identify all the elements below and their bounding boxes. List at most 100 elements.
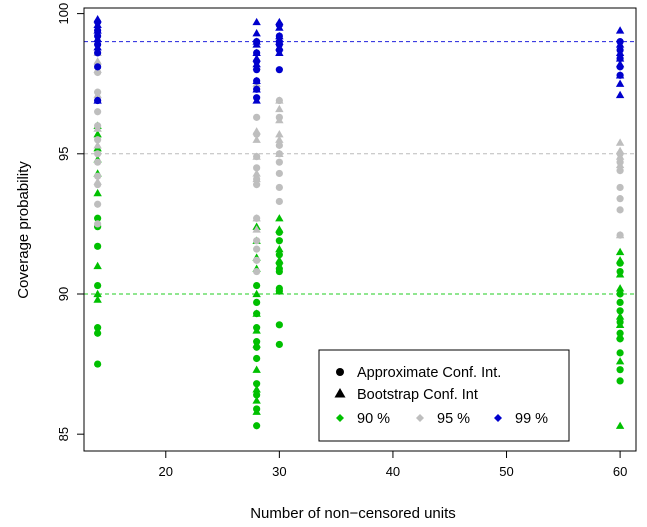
point-bootstrap-90 (93, 188, 102, 197)
y-tick-label: 95 (56, 147, 71, 161)
point-bootstrap-99 (93, 26, 102, 34)
x-tick-label: 20 (159, 464, 173, 479)
point-bootstrap-90 (252, 365, 261, 373)
point-bootstrap-99 (252, 85, 261, 93)
point-approx-95 (94, 172, 102, 180)
point-bootstrap-90 (615, 320, 625, 328)
point-approx-90 (616, 298, 624, 306)
point-bootstrap-99 (93, 20, 102, 28)
point-bootstrap-90 (93, 289, 102, 298)
point-approx-99 (275, 66, 283, 74)
point-bootstrap-90 (615, 256, 625, 264)
point-approx-95 (94, 200, 102, 208)
point-approx-95 (275, 169, 283, 178)
point-approx-90 (253, 354, 261, 363)
legend-box (318, 349, 570, 442)
x-tick-label: 50 (499, 464, 513, 479)
point-approx-90 (253, 380, 261, 388)
point-bootstrap-99 (93, 96, 102, 104)
point-bootstrap-95 (615, 230, 625, 239)
point-approx-90 (253, 281, 261, 290)
point-approx-90 (275, 237, 283, 245)
point-bootstrap-90 (252, 340, 261, 348)
point-approx-95 (616, 183, 624, 192)
point-bootstrap-99 (275, 48, 284, 57)
point-bootstrap-99 (252, 17, 261, 26)
point-approx-90 (94, 214, 102, 222)
point-bootstrap-99 (275, 31, 284, 40)
point-bootstrap-99 (93, 43, 102, 51)
legend-swatch-90 (336, 414, 344, 422)
legend-label-90: 90 % (357, 411, 390, 427)
point-approx-95 (275, 158, 283, 166)
point-bootstrap-99 (615, 90, 625, 99)
legend-label-bootstrap: Bootstrap Conf. Int (357, 387, 478, 403)
point-bootstrap-95 (93, 177, 102, 185)
point-bootstrap-99 (252, 76, 261, 85)
point-approx-90 (94, 242, 102, 250)
point-bootstrap-95 (93, 57, 102, 65)
point-approx-95 (253, 164, 261, 172)
point-approx-95 (275, 197, 283, 206)
point-bootstrap-90 (275, 244, 284, 253)
point-approx-90 (94, 281, 102, 290)
point-approx-95 (253, 181, 261, 189)
point-bootstrap-90 (252, 326, 261, 334)
point-bootstrap-99 (252, 96, 261, 104)
point-bootstrap-95 (615, 152, 625, 160)
point-approx-90 (94, 360, 102, 368)
point-bootstrap-90 (615, 357, 625, 365)
point-bootstrap-95 (615, 138, 625, 146)
x-tick-label: 60 (613, 464, 627, 479)
point-bootstrap-99 (615, 54, 625, 62)
point-bootstrap-90 (252, 289, 261, 298)
point-bootstrap-99 (615, 26, 625, 34)
point-bootstrap-95 (252, 152, 261, 160)
point-bootstrap-99 (275, 43, 284, 51)
point-bootstrap-95 (275, 149, 284, 157)
point-bootstrap-90 (252, 407, 261, 415)
point-bootstrap-95 (275, 104, 284, 113)
point-approx-95 (616, 167, 624, 175)
point-bootstrap-95 (615, 160, 625, 169)
point-approx-95 (275, 141, 283, 149)
legend-swatch-95 (416, 414, 424, 422)
point-bootstrap-90 (252, 396, 261, 404)
point-bootstrap-90 (615, 247, 625, 256)
point-bootstrap-90 (252, 309, 261, 317)
point-bootstrap-95 (93, 141, 102, 149)
point-bootstrap-99 (275, 23, 284, 31)
point-bootstrap-99 (615, 79, 625, 87)
point-bootstrap-99 (615, 48, 625, 57)
point-approx-90 (616, 290, 624, 298)
point-bootstrap-90 (93, 129, 102, 138)
point-bootstrap-90 (615, 284, 625, 292)
point-bootstrap-95 (275, 135, 284, 143)
point-bootstrap-99 (93, 15, 102, 23)
point-bootstrap-95 (252, 135, 261, 143)
point-approx-95 (253, 113, 261, 121)
point-approx-95 (94, 158, 102, 166)
point-bootstrap-90 (93, 295, 102, 303)
point-approx-90 (253, 391, 261, 399)
point-bootstrap-95 (275, 129, 284, 138)
point-approx-90 (616, 349, 624, 357)
legend-triangle-symbol (334, 388, 346, 398)
legend: Approximate Conf. Int. Bootstrap Conf. I… (318, 349, 570, 442)
point-bootstrap-90 (275, 286, 284, 295)
point-approx-95 (94, 220, 102, 228)
point-approx-90 (94, 329, 102, 337)
axes: 20 30 40 50 60 85 90 95 100 (56, 3, 627, 479)
point-approx-95 (94, 136, 102, 144)
point-bootstrap-90 (93, 261, 102, 270)
point-bootstrap-99 (252, 54, 261, 62)
point-approx-99 (94, 63, 102, 71)
point-approx-90 (275, 321, 283, 329)
point-approx-95 (253, 256, 261, 264)
plot-frame (83, 7, 637, 452)
point-bootstrap-90 (275, 214, 284, 222)
legend-circle-symbol (336, 368, 344, 376)
point-bootstrap-90 (615, 331, 625, 340)
point-bootstrap-99 (615, 40, 625, 48)
